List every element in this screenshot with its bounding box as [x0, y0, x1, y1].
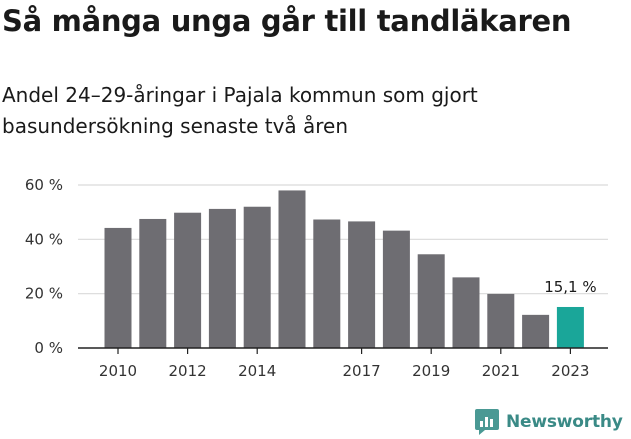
bar: [313, 219, 341, 348]
y-tick-label: 40 %: [25, 230, 63, 248]
bar: [278, 190, 306, 348]
bars: [104, 190, 584, 348]
bar: [174, 212, 202, 348]
brand-logo-block: Newsworthy: [474, 407, 623, 437]
subtitle-line-1: Andel 24–29-åringar i Pajala kommun som …: [2, 83, 478, 107]
bar-highlight: [556, 306, 584, 348]
bar: [452, 277, 480, 348]
x-tick-label: 2012: [169, 362, 207, 380]
x-tick-label: 2014: [238, 362, 276, 380]
gridlines: [78, 184, 608, 295]
chart-subtitle: Andel 24–29-åringar i Pajala kommun som …: [2, 80, 562, 142]
y-axis-ticks: 0 % 20 % 40 % 60 %: [25, 176, 63, 357]
x-tick-label: 2021: [482, 362, 520, 380]
bar: [208, 208, 236, 348]
brand-name: Newsworthy: [506, 412, 623, 432]
bar: [348, 221, 376, 348]
x-tick-label: 2019: [412, 362, 450, 380]
chart-title: Så många unga går till tandläkaren: [2, 4, 572, 38]
bar-chart: 0 % 20 % 40 % 60 % 2010 2012 2014 2017 2019 2021…: [25, 176, 608, 380]
x-axis-ticks: 2010 2012 2014 2017 2019 2021 2023: [99, 348, 589, 380]
y-tick-label: 20 %: [25, 285, 63, 303]
annotations: 15,1 %: [544, 278, 596, 296]
newsworthy-logo-icon: [475, 409, 499, 435]
bar: [104, 227, 132, 348]
bar: [487, 293, 515, 348]
x-tick-label: 2010: [99, 362, 137, 380]
bar: [139, 218, 167, 348]
subtitle-line-2: basundersökning senaste två åren: [2, 114, 349, 138]
highlight-value-label: 15,1 %: [544, 278, 596, 296]
y-tick-label: 0 %: [34, 339, 63, 357]
bar: [382, 230, 410, 348]
x-tick-label: 2023: [551, 362, 589, 380]
y-tick-label: 60 %: [25, 176, 63, 194]
x-tick-label: 2017: [343, 362, 381, 380]
bar: [417, 254, 445, 348]
bar: [522, 314, 550, 348]
bar: [243, 206, 271, 348]
